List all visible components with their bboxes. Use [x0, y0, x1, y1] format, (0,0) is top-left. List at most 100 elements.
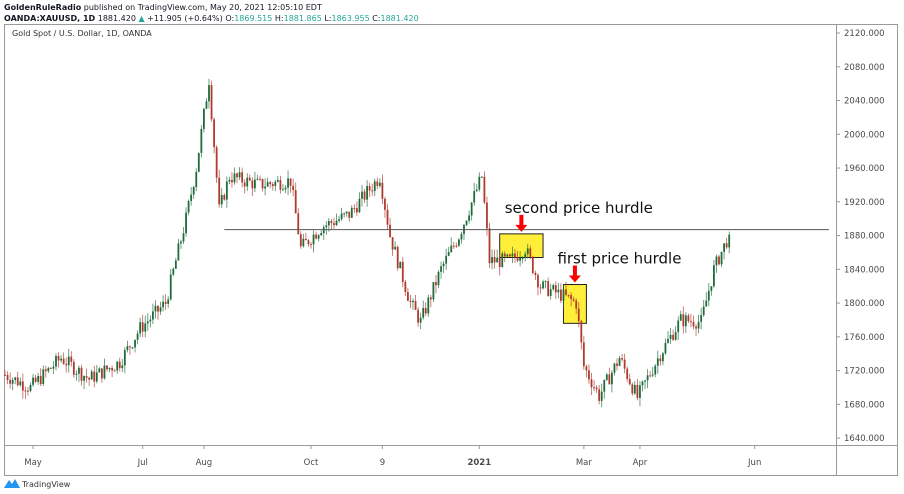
candle-body: [473, 191, 476, 203]
price-tick-label: 1880.000: [844, 232, 885, 242]
candle-body: [582, 342, 585, 367]
candle-body: [108, 367, 111, 370]
tradingview-logo-icon: [4, 479, 20, 488]
candle-body: [603, 379, 606, 392]
chart-frame: [4, 24, 898, 476]
candle-body: [458, 239, 460, 246]
candle-body: [172, 268, 175, 275]
candle-body: [152, 311, 154, 320]
price-axis[interactable]: 2120.000 2080.000 2040.000 2000.000 1960.000…: [836, 29, 885, 444]
candle-body: [190, 194, 193, 202]
candle-body: [185, 212, 187, 234]
candle-body: [144, 323, 147, 332]
candle-body: [215, 147, 218, 178]
candle-body: [259, 178, 261, 180]
candle-body: [34, 377, 37, 382]
candle-body: [539, 287, 542, 289]
candle-body: [52, 366, 55, 369]
candle-body: [491, 257, 493, 264]
candle-body: [585, 366, 588, 371]
candle-body: [549, 289, 552, 296]
open-label: O:: [225, 14, 235, 23]
candle-body: [299, 234, 302, 247]
candle-body: [710, 286, 713, 291]
candle-body: [567, 294, 570, 296]
candle-body: [139, 322, 142, 334]
candle-body: [447, 252, 450, 256]
candle-body: [335, 220, 338, 226]
candle-body: [651, 374, 654, 376]
candle-body: [521, 257, 524, 259]
candle-body: [210, 85, 213, 120]
candle-body: [509, 254, 511, 257]
candle-body: [134, 339, 136, 348]
candle-body: [126, 346, 129, 351]
candle-body: [483, 176, 486, 203]
candle-body: [493, 257, 496, 263]
candle-body: [373, 181, 376, 191]
candle-body: [44, 369, 47, 372]
candle-body: [356, 208, 358, 213]
high-label: H:: [274, 14, 284, 23]
candle-body: [118, 361, 121, 369]
candle-body: [136, 333, 139, 340]
time-tick-label: Mar: [576, 458, 593, 468]
candle-body: [557, 289, 560, 293]
candle-body: [480, 176, 483, 178]
published-text: published on TradingView.com, May 20, 20…: [83, 3, 322, 12]
candle-body: [174, 260, 177, 269]
candle-body: [572, 299, 575, 301]
candle-body: [315, 234, 317, 239]
candle-body: [427, 297, 430, 314]
candle-body: [213, 119, 215, 148]
candle-body: [162, 301, 164, 308]
time-tick-label: Apr: [633, 458, 648, 468]
candle-body: [542, 281, 544, 289]
candle-body: [276, 180, 279, 182]
candle-body: [208, 85, 210, 102]
candle-body: [141, 322, 144, 332]
candle-body: [450, 245, 453, 253]
candle-body: [519, 258, 521, 261]
candle-body: [401, 261, 404, 282]
candle-body: [24, 390, 27, 392]
candle-body: [4, 374, 6, 376]
candle-body: [70, 356, 73, 362]
candle-body: [103, 365, 106, 379]
candle-body: [157, 305, 159, 312]
candle-body: [593, 387, 595, 389]
candle-body: [169, 274, 172, 300]
low-value: 1863.955: [331, 14, 370, 23]
price-tick-label: 1720.000: [844, 367, 885, 377]
publisher-name: GoldenRuleRadio: [4, 3, 82, 12]
candle-body: [498, 257, 501, 268]
candle-body: [266, 182, 269, 187]
time-axis[interactable]: May Jul Aug Oct 9 2021 Mar Apr Jun: [24, 445, 761, 468]
candle-body: [368, 186, 371, 191]
candle-body: [475, 189, 478, 192]
low-label: L:: [324, 14, 332, 23]
candle-body: [307, 240, 310, 245]
candle-body: [11, 379, 14, 384]
price-tick-label: 1960.000: [844, 164, 885, 174]
candle-body: [496, 257, 499, 263]
candle-body: [289, 178, 292, 186]
candle-body: [90, 371, 93, 380]
candle-body: [111, 367, 113, 371]
candle-body: [282, 189, 284, 191]
candle-body: [623, 359, 626, 369]
candle-body: [19, 381, 22, 386]
candle-body: [611, 372, 613, 385]
candle-body: [57, 355, 60, 361]
candle-body: [516, 257, 519, 261]
candle-body: [72, 361, 75, 375]
candle-body: [62, 358, 65, 364]
candle-body: [690, 321, 692, 323]
candle-body: [9, 379, 11, 384]
candle-body: [478, 176, 481, 190]
candle-body: [501, 253, 504, 268]
price-tick-label: 1920.000: [844, 198, 885, 208]
time-tick-label: Aug: [196, 458, 213, 468]
